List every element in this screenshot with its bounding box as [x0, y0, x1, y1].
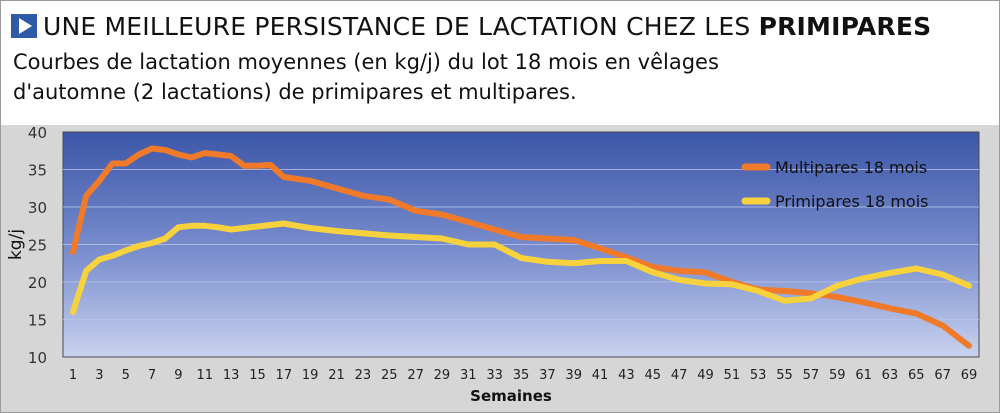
x-axis-label: Semaines	[470, 387, 552, 405]
y-tick-label: 10	[28, 349, 47, 367]
x-tick-label: 3	[95, 368, 103, 383]
chart-title: UNE MEILLEURE PERSISTANCE DE LACTATION C…	[43, 11, 932, 41]
x-tick-label: 65	[908, 368, 925, 383]
x-tick-label: 61	[855, 368, 872, 383]
y-tick-label: 20	[28, 274, 47, 292]
x-tick-label: 25	[381, 368, 398, 383]
x-tick-label: 39	[565, 368, 582, 383]
x-tick-label: 7	[148, 368, 156, 383]
x-tick-label: 35	[513, 368, 530, 383]
x-tick-label: 31	[460, 368, 477, 383]
x-tick-label: 13	[223, 368, 240, 383]
y-tick-label: 35	[28, 162, 47, 180]
y-axis-label: kg/j	[6, 229, 26, 260]
x-tick-label: 59	[829, 368, 846, 383]
chart-subtitle: Courbes de lactation moyennes (en kg/j) …	[13, 50, 719, 104]
x-tick-label: 5	[122, 368, 130, 383]
x-tick-label: 15	[249, 368, 266, 383]
x-tick-label: 37	[539, 368, 556, 383]
x-tick-label: 19	[302, 368, 319, 383]
x-tick-label: 55	[776, 368, 793, 383]
x-tick-label: 67	[934, 368, 951, 383]
x-tick-label: 27	[407, 368, 424, 383]
y-tick-label: 25	[28, 237, 47, 255]
x-tick-label: 69	[961, 368, 978, 383]
x-tick-label: 43	[618, 368, 635, 383]
x-tick-label: 63	[882, 368, 899, 383]
x-tick-label: 41	[592, 368, 609, 383]
chart-title-emphasis: PRIMIPARES	[758, 11, 932, 41]
x-tick-label: 9	[174, 368, 182, 383]
y-tick-label: 15	[28, 312, 47, 330]
x-tick-label: 51	[724, 368, 741, 383]
x-tick-label: 17	[276, 368, 293, 383]
x-tick-label: 53	[750, 368, 767, 383]
y-tick-label: 40	[28, 124, 47, 142]
x-tick-label: 11	[196, 368, 213, 383]
series-line-primipares	[70, 220, 972, 315]
x-tick-label: 57	[803, 368, 820, 383]
x-tick-label: 1	[69, 368, 77, 383]
x-tick-label: 23	[355, 368, 372, 383]
x-tick-label: 49	[697, 368, 714, 383]
x-tick-label: 21	[328, 368, 345, 383]
play-arrow-icon	[11, 14, 37, 38]
x-tick-label: 29	[434, 368, 451, 383]
x-tick-label: 47	[671, 368, 688, 383]
title-row: UNE MEILLEURE PERSISTANCE DE LACTATION C…	[11, 9, 931, 43]
legend-entry: Primipares 18 mois	[775, 192, 928, 211]
x-tick-label: 33	[486, 368, 503, 383]
y-tick-label: 30	[28, 199, 47, 217]
series-line-multipares	[70, 145, 972, 349]
legend-entry: Multipares 18 mois	[775, 158, 927, 177]
x-tick-label: 45	[644, 368, 661, 383]
